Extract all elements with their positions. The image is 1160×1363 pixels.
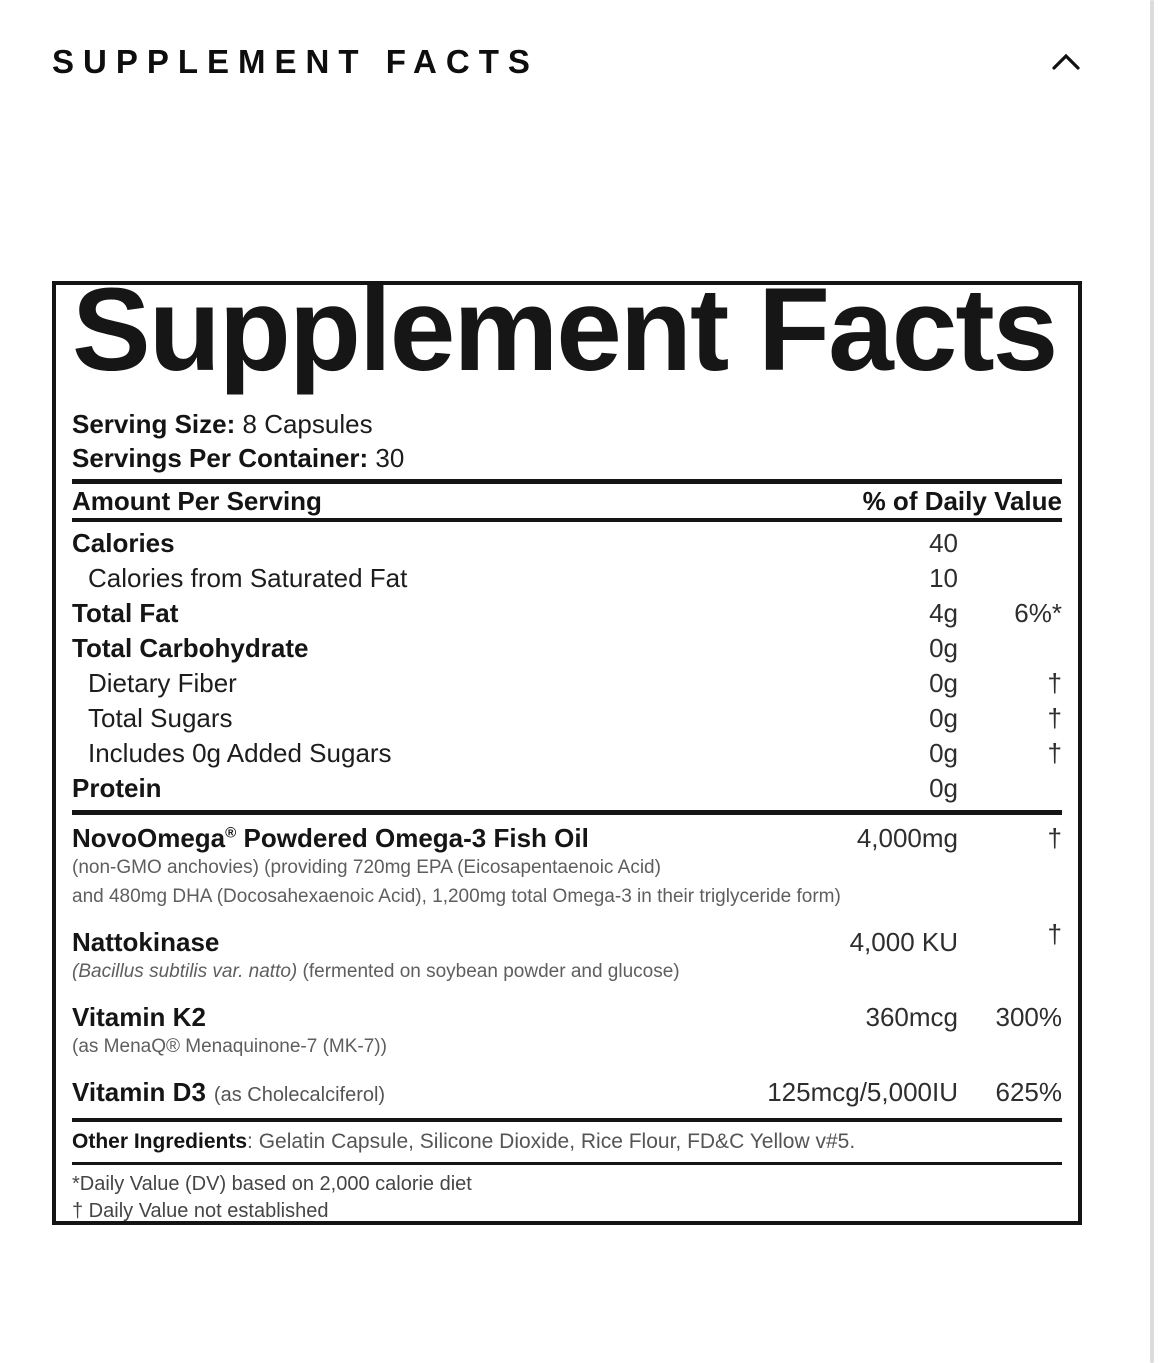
- nutrient-dv: †: [1047, 703, 1062, 733]
- serving-info: Serving Size: 8 Capsules Servings Per Co…: [72, 407, 1062, 475]
- ingredient-name: Vitamin K2: [72, 1002, 206, 1032]
- nutrient-label: Total Carbohydrate: [72, 633, 309, 663]
- ingredient-name: Nattokinase: [72, 927, 220, 957]
- ingredient-subtext: (non-GMO anchovies) (providing 720mg EPA…: [72, 857, 661, 878]
- ingredient-name-rest: Powdered Omega-3 Fish Oil: [236, 823, 589, 853]
- ingredient-dv: 300%: [995, 1002, 1063, 1032]
- nutrient-amount: 4g: [929, 598, 958, 628]
- nutrient-label: Total Fat: [72, 598, 179, 628]
- ingredient-name: Vitamin D3 (as Cholecalciferol): [72, 1075, 728, 1112]
- section-title: SUPPLEMENT FACTS: [52, 43, 539, 80]
- ingredient-inline-note: (as Cholecalciferol): [213, 1084, 386, 1106]
- ingredient-novoomega: NovoOmega® Powdered Omega-3 Fish Oil 4,0…: [72, 815, 1062, 907]
- nutrient-row-total-fat: Total Fat 4g 6%*: [72, 596, 1062, 631]
- footnotes: *Daily Value (DV) based on 2,000 calorie…: [72, 1165, 1062, 1222]
- ingredient-vitamin-k2: Vitamin K2 360mcg 300% (as MenaQ® Menaqu…: [72, 994, 1062, 1057]
- ingredient-main-row: Vitamin D3 (as Cholecalciferol) 125mcg/5,…: [72, 1075, 1062, 1112]
- nutrient-dv: 6%*: [1014, 598, 1062, 628]
- ingredient-vitamin-d3: Vitamin D3 (as Cholecalciferol) 125mcg/5,…: [72, 1069, 1062, 1112]
- page-scrollbar[interactable]: [1150, 0, 1154, 1363]
- nutrient-amount: 0g: [929, 703, 958, 733]
- other-ingredients-value: : Gelatin Capsule, Silicone Dioxide, Ric…: [247, 1130, 856, 1153]
- latin-name: (Bacillus subtilis var. natto): [72, 961, 298, 982]
- nutrient-label: Dietary Fiber: [88, 668, 237, 698]
- column-header-row: Amount Per Serving % of Daily Value: [72, 479, 1062, 522]
- supplement-facts-accordion-header[interactable]: SUPPLEMENT FACTS: [52, 36, 1082, 88]
- ingredient-name-text: NovoOmega: [72, 823, 226, 853]
- ingredient-main-row: Nattokinase 4,000 KU †: [72, 919, 1062, 959]
- serving-size-line: Serving Size: 8 Capsules: [72, 407, 1062, 441]
- serving-size-value: 8 Capsules: [235, 409, 373, 439]
- servings-per-container-value: 30: [368, 443, 405, 473]
- ingredient-dv: 625%: [995, 1077, 1063, 1107]
- ingredient-name: NovoOmega® Powdered Omega-3 Fish Oil: [72, 821, 728, 855]
- nutrient-dv: †: [1047, 738, 1062, 768]
- nutrient-row-calories-saturated-fat: Calories from Saturated Fat 10: [72, 561, 1062, 596]
- ingredient-subtext: (Bacillus subtilis var. natto) (fermente…: [72, 961, 1062, 982]
- ingredient-nattokinase: Nattokinase 4,000 KU † (Bacillus subtili…: [72, 919, 1062, 982]
- nutrient-amount: 0g: [929, 738, 958, 768]
- nutrient-amount: 0g: [929, 668, 958, 698]
- nutrient-label: Protein: [72, 773, 162, 803]
- ingredient-name-text: Vitamin D3: [72, 1077, 206, 1107]
- nutrient-label: Calories from Saturated Fat: [88, 563, 408, 593]
- panel-title: Supplement Facts: [72, 281, 1058, 396]
- nutrient-amount: 0g: [929, 773, 958, 803]
- nutrient-amount: 10: [929, 563, 958, 593]
- other-ingredients-row: Other Ingredients: Gelatin Capsule, Sili…: [72, 1118, 1062, 1165]
- nutrient-row-added-sugars: Includes 0g Added Sugars 0g †: [72, 736, 1062, 771]
- nutrient-row-calories: Calories 40: [72, 526, 1062, 561]
- nutrient-amount: 40: [929, 528, 958, 558]
- ingredient-subtext-rest: (fermented on soybean powder and glucose…: [297, 961, 680, 982]
- ingredient-subtext: and 480mg DHA (Docosahexaenoic Acid), 1,…: [72, 886, 841, 907]
- ingredient-dv: †: [1047, 919, 1062, 949]
- supplement-facts-panel: Supplement Facts Serving Size: 8 Capsule…: [52, 281, 1082, 1225]
- nutrient-table: Calories 40 Calories from Saturated Fat …: [72, 522, 1062, 810]
- footnote-daily-value: *Daily Value (DV) based on 2,000 calorie…: [72, 1173, 472, 1195]
- nutrient-row-total-carbohydrate: Total Carbohydrate 0g: [72, 631, 1062, 666]
- servings-per-container-line: Servings Per Container: 30: [72, 441, 1062, 475]
- nutrient-row-dietary-fiber: Dietary Fiber 0g †: [72, 666, 1062, 701]
- section-divider: [72, 810, 1062, 815]
- amount-per-serving-header: Amount Per Serving: [72, 486, 322, 516]
- nutrient-row-total-sugars: Total Sugars 0g †: [72, 701, 1062, 736]
- footnote-dv-not-established: † Daily Value not established: [72, 1200, 329, 1222]
- registered-trademark-symbol: ®: [225, 824, 237, 842]
- nutrient-label: Includes 0g Added Sugars: [88, 738, 392, 768]
- other-ingredients-label: Other Ingredients: [72, 1130, 248, 1153]
- nutrient-row-protein: Protein 0g: [72, 771, 1062, 806]
- daily-value-header: % of Daily Value: [862, 486, 1062, 516]
- ingredient-amount: 4,000mg: [856, 823, 958, 853]
- ingredient-dv: †: [1047, 823, 1062, 853]
- nutrient-dv: †: [1047, 668, 1062, 698]
- servings-per-container-label: Servings Per Container:: [72, 443, 369, 473]
- ingredient-amount: 360mcg: [865, 1002, 959, 1032]
- ingredient-subtext: (as MenaQ® Menaquinone-7 (MK-7)): [72, 1036, 387, 1057]
- ingredient-amount: 4,000 KU: [849, 927, 958, 957]
- ingredient-main-row: NovoOmega® Powdered Omega-3 Fish Oil 4,0…: [72, 821, 1062, 855]
- ingredient-amount: 125mcg/5,000IU: [767, 1077, 958, 1107]
- chevron-up-icon[interactable]: [1050, 51, 1082, 73]
- nutrient-label: Calories: [72, 528, 175, 558]
- nutrient-label: Total Sugars: [88, 703, 233, 733]
- nutrient-amount: 0g: [929, 633, 958, 663]
- serving-size-label: Serving Size:: [72, 409, 236, 439]
- ingredient-main-row: Vitamin K2 360mcg 300%: [72, 1000, 1062, 1034]
